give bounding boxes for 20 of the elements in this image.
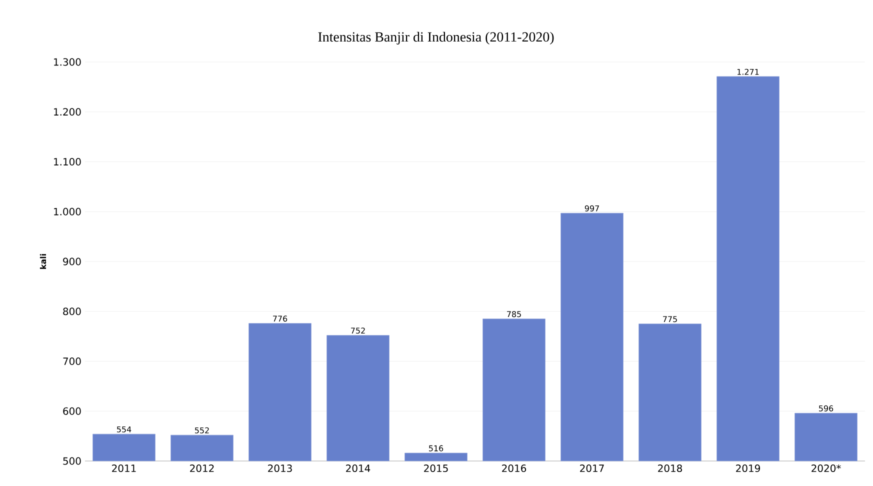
y-tick-label: 900 (63, 258, 81, 266)
x-tick-label: 2017 (580, 464, 604, 472)
x-tick-label: 2016 (502, 464, 526, 472)
x-tick-label: 2012 (190, 464, 214, 472)
y-tick-label: 600 (63, 407, 81, 415)
x-tick-label: 2013 (268, 464, 292, 472)
y-tick-label: 1.100 (54, 158, 81, 166)
y-tick-label: 800 (63, 308, 81, 316)
y-tick-label: 700 (63, 357, 81, 366)
y-tick-label: 1.000 (54, 208, 81, 216)
x-tick-label: 2020* (812, 464, 841, 472)
y-tick-label: 500 (63, 457, 81, 465)
x-tick-label: 2011 (112, 464, 136, 472)
x-tick-label: 2018 (658, 464, 682, 472)
y-tick-label: 1.300 (54, 58, 81, 66)
chart-title: Intensitas Banjir di Indonesia (2011-2020) (318, 32, 554, 45)
x-tick-label: 2019 (736, 464, 760, 472)
y-tick-label: 1.200 (54, 108, 81, 116)
x-tick-label: 2015 (424, 464, 448, 472)
x-tick-label: 2014 (346, 464, 370, 472)
